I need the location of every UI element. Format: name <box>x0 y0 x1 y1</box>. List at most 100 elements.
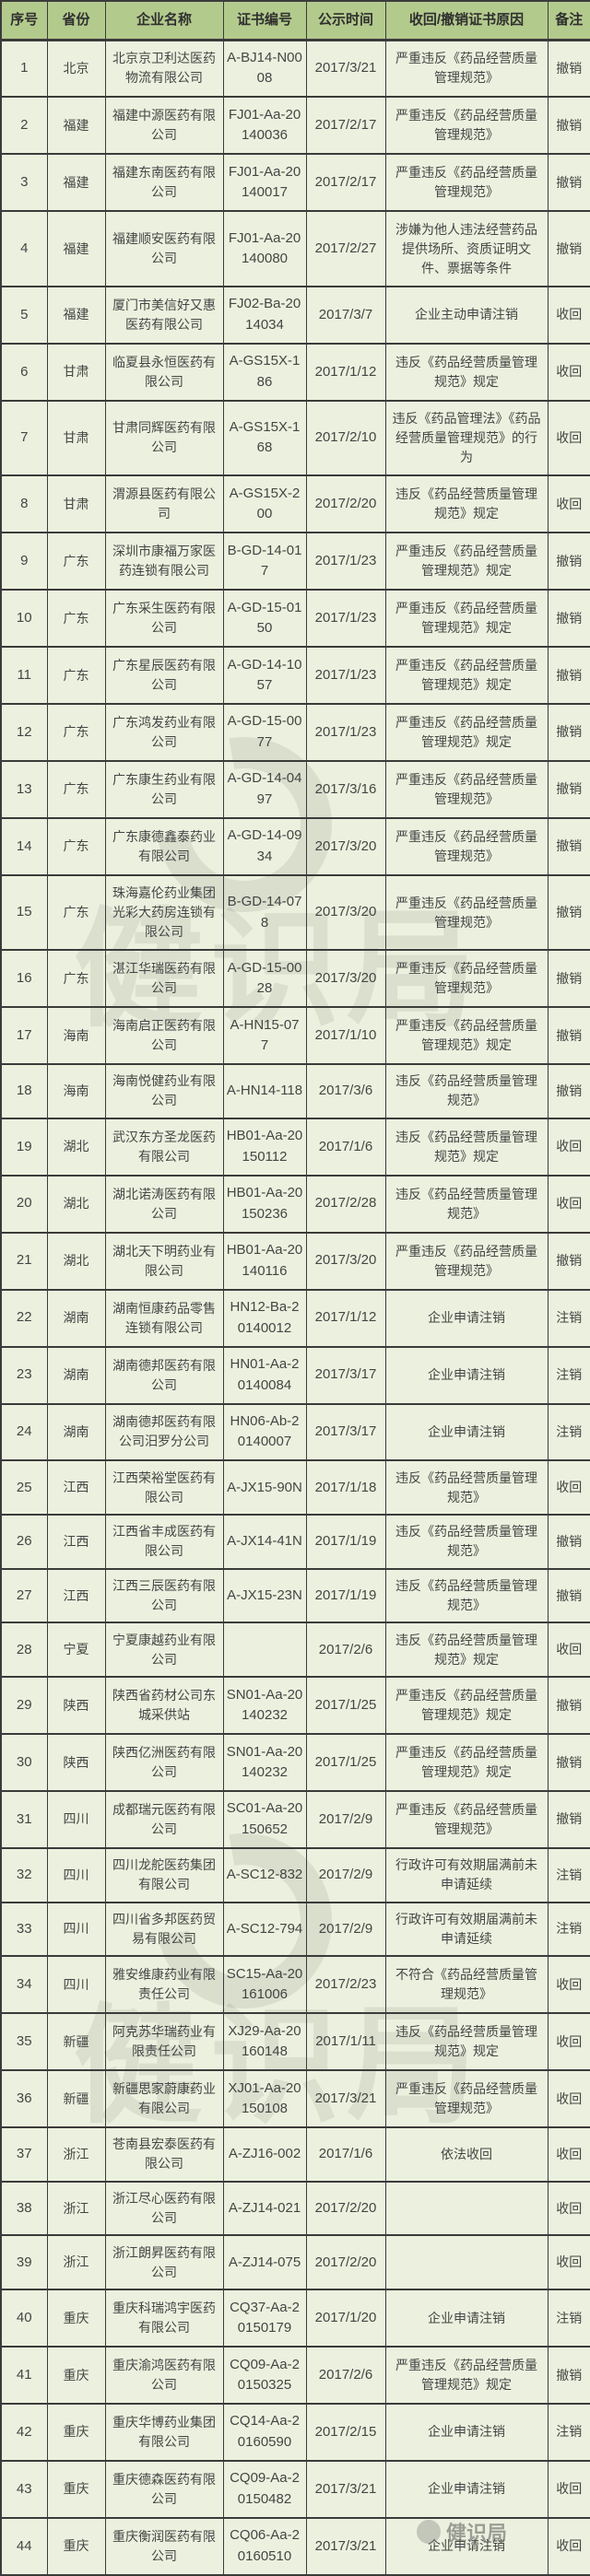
cell-province: 海南 <box>46 1063 106 1119</box>
cell-reason <box>384 2180 549 2237</box>
cell-no: 27 <box>0 1567 48 1624</box>
table-row: 7 甘肃 甘肃同辉医药有限公司 A-GS15X-168 2017/2/10 违反《药品管理… <box>0 399 590 477</box>
cell-province: 广东 <box>46 702 106 762</box>
cell-cert: A-HN14-118 <box>222 1063 307 1119</box>
cell-reason: 严重违反《药品经营质量管理规范》 <box>384 1790 549 1849</box>
cell-no: 36 <box>0 2069 48 2129</box>
cell-cert: A-JX15-90N <box>222 1459 307 1516</box>
cell-province: 四川 <box>46 1846 106 1903</box>
cell-note: 撤销 <box>547 2346 590 2405</box>
cell-reason: 违反《药品经营质量管理规范》 <box>384 1459 549 1516</box>
table-row: 28 宁夏 宁夏康越药业有限公司 2017/2/6 违反《药品经营质量管理规范》规定 收回 <box>0 1622 590 1679</box>
cell-cert: A-BJ14-N0008 <box>222 38 307 99</box>
cell-no: 12 <box>0 702 48 762</box>
cell-province: 湖北 <box>46 1117 106 1177</box>
cell-reason: 企业申请注销 <box>384 2289 549 2348</box>
cell-cert: A-GS15X-200 <box>222 474 307 534</box>
cell-date: 2017/1/19 <box>305 1567 386 1624</box>
cell-note: 撤销 <box>547 96 590 156</box>
cell-no: 25 <box>0 1459 48 1516</box>
cell-date: 2017/3/21 <box>305 2459 386 2519</box>
cell-company: 雅安维康药业有限责任公司 <box>104 1955 224 2015</box>
cell-note: 收回 <box>547 1622 590 1679</box>
cell-note: 收回 <box>547 285 590 345</box>
cell-date: 2017/3/21 <box>305 2516 386 2576</box>
cell-date: 2017/2/15 <box>305 2403 386 2462</box>
cell-note: 收回 <box>547 474 590 534</box>
cell-no: 29 <box>0 1676 48 1736</box>
cell-date: 2017/3/20 <box>305 873 386 952</box>
cell-cert: B-GD-14-017 <box>222 532 307 591</box>
cell-company: 浙江朗昇医药有限公司 <box>104 2234 224 2291</box>
cell-no: 18 <box>0 1063 48 1119</box>
cell-company: 苍南县宏泰医药有限公司 <box>104 2126 224 2183</box>
cell-province: 浙江 <box>46 2234 106 2291</box>
cell-note: 收回 <box>547 2459 590 2519</box>
cell-note: 撤销 <box>547 1514 590 1570</box>
cell-company: 江西省丰成医药有限公司 <box>104 1514 224 1570</box>
cell-cert: A-JX14-41N <box>222 1514 307 1570</box>
cell-cert: FJ01-Aa-20140017 <box>222 153 307 213</box>
cell-province: 广东 <box>46 816 106 876</box>
cell-no: 41 <box>0 2346 48 2405</box>
cell-province: 广东 <box>46 873 106 952</box>
cell-reason: 违反《药品经营质量管理规范》 <box>384 1514 549 1570</box>
cell-province: 四川 <box>46 1955 106 2015</box>
cell-province: 福建 <box>46 96 106 156</box>
table-row: 18 海南 海南悦健药业有限公司 A-HN14-118 2017/3/6 违反《药品经营质… <box>0 1063 590 1119</box>
cell-reason: 严重违反《药品经营质量管理规范》规定 <box>384 646 549 705</box>
table-row: 40 重庆 重庆科瑞鸿宇医药有限公司 CQ37-Aa-20150179 2017/1/2… <box>0 2289 590 2348</box>
cell-province: 江西 <box>46 1459 106 1516</box>
cell-no: 38 <box>0 2180 48 2237</box>
cell-no: 1 <box>0 38 48 99</box>
cell-province: 重庆 <box>46 2289 106 2348</box>
table-row: 44 重庆 重庆衡润医药有限公司 CQ06-Aa-20160510 2017/3/21 企… <box>0 2516 590 2576</box>
cell-note: 收回 <box>547 2516 590 2576</box>
table-row: 38 浙江 浙江尽心医药有限公司 A-ZJ14-021 2017/2/20 收回 <box>0 2180 590 2237</box>
table-row: 13 广东 广东康生药业有限公司 A-GD-14-0497 2017/3/16 严重违反《… <box>0 759 590 819</box>
cell-no: 35 <box>0 2012 48 2072</box>
cell-no: 10 <box>0 589 48 649</box>
cell-province: 甘肃 <box>46 474 106 534</box>
cell-date: 2017/3/21 <box>305 38 386 99</box>
cell-reason: 违反《药品经营质量管理规范》规定 <box>384 2012 549 2072</box>
cell-reason: 违反《药品经营质量管理规范》规定 <box>384 1117 549 1177</box>
cell-reason: 严重违反《药品经营质量管理规范》规定 <box>384 2346 549 2405</box>
table-row: 23 湖南 湖南德邦医药有限公司 HN01-Aa-20140084 2017/3/17 企… <box>0 1345 590 1405</box>
cell-note: 收回 <box>547 399 590 477</box>
cell-date: 2017/1/23 <box>305 589 386 649</box>
table-row: 31 四川 成都瑞元医药有限公司 SC01-Aa-20150652 2017/2/9 严重… <box>0 1790 590 1849</box>
cell-cert: A-JX15-23N <box>222 1567 307 1624</box>
cell-company: 武汉东方圣龙医药有限公司 <box>104 1117 224 1177</box>
cell-no: 24 <box>0 1402 48 1462</box>
table-row: 3 福建 福建东南医药有限公司 FJ01-Aa-20140017 2017/2/17 严重… <box>0 153 590 213</box>
cell-company: 深圳市康福万家医药连锁有限公司 <box>104 532 224 591</box>
cell-note: 撤销 <box>547 816 590 876</box>
cell-company: 陕西省药材公司东城采供站 <box>104 1676 224 1736</box>
table-row: 11 广东 广东星辰医药有限公司 A-GD-14-1057 2017/1/23 严重违反《… <box>0 646 590 705</box>
cell-date: 2017/1/11 <box>305 2012 386 2072</box>
cell-province: 湖南 <box>46 1402 106 1462</box>
cell-company: 江西三辰医药有限公司 <box>104 1567 224 1624</box>
cell-no: 31 <box>0 1790 48 1849</box>
cell-no: 30 <box>0 1733 48 1793</box>
cell-company: 江西荣裕堂医药有限公司 <box>104 1459 224 1516</box>
table-row: 26 江西 江西省丰成医药有限公司 A-JX14-41N 2017/1/19 违反《药品经… <box>0 1514 590 1570</box>
cell-reason: 企业申请注销 <box>384 2516 549 2576</box>
cell-date: 2017/3/6 <box>305 1063 386 1119</box>
cell-cert: HB01-Aa-20150112 <box>222 1117 307 1177</box>
cell-no: 17 <box>0 1006 48 1066</box>
cell-date: 2017/1/6 <box>305 1117 386 1177</box>
cell-no: 11 <box>0 646 48 705</box>
cell-company: 广东康生药业有限公司 <box>104 759 224 819</box>
cell-note: 注销 <box>547 1345 590 1405</box>
cell-note: 撤销 <box>547 589 590 649</box>
cell-province: 广东 <box>46 759 106 819</box>
cell-province: 新疆 <box>46 2069 106 2129</box>
table-row: 35 新疆 阿克苏华瑞药业有限责任公司 XJ29-Aa-20160148 2017/1/… <box>0 2012 590 2072</box>
cell-reason: 严重违反《药品经营质量管理规范》规定 <box>384 532 549 591</box>
cell-note: 收回 <box>547 2180 590 2237</box>
cell-no: 8 <box>0 474 48 534</box>
cell-date: 2017/1/6 <box>305 2126 386 2183</box>
cell-no: 16 <box>0 949 48 1009</box>
